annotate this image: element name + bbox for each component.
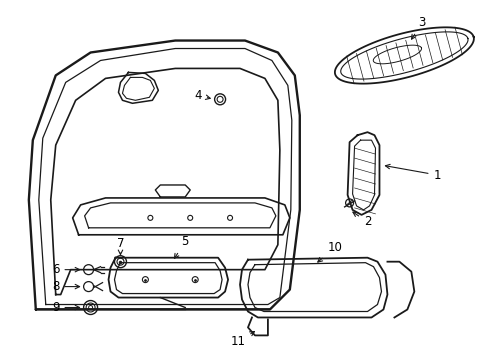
Text: 8: 8 xyxy=(52,280,80,293)
Text: 7: 7 xyxy=(117,237,124,255)
Text: 6: 6 xyxy=(52,263,80,276)
Text: 9: 9 xyxy=(52,301,80,314)
Text: 11: 11 xyxy=(230,332,254,348)
Text: 1: 1 xyxy=(385,165,440,181)
Text: 4: 4 xyxy=(194,89,210,102)
Text: 3: 3 xyxy=(411,16,425,39)
Text: 10: 10 xyxy=(317,241,342,262)
Text: 5: 5 xyxy=(174,235,188,258)
Text: 2: 2 xyxy=(352,212,370,228)
